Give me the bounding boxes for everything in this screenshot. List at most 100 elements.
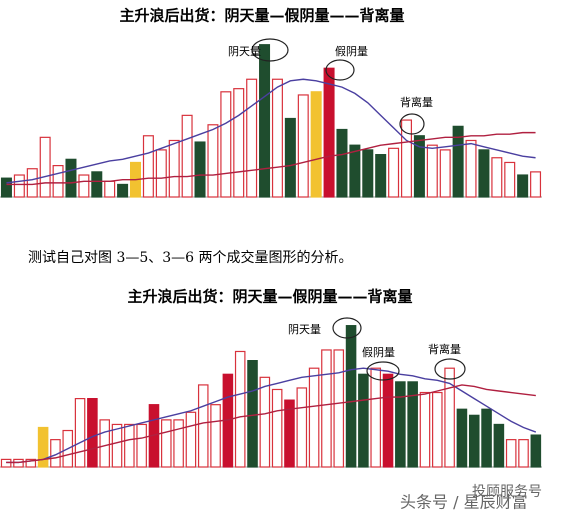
bar [271,78,283,198]
watermark: 头条号 / 星辰财富 [400,493,528,512]
bar [247,360,258,468]
bar [362,149,374,198]
bar [26,168,38,198]
bar [0,458,12,468]
bar [504,161,516,198]
bar [234,350,246,468]
bar [246,78,258,198]
bar [197,384,209,468]
bar [323,67,335,198]
chart-title: 主升浪后出货：阴天量—假阴量——背离量 [119,7,404,25]
bar [444,367,455,468]
bar [104,180,116,198]
bar [207,124,219,198]
bar [419,391,431,468]
annotation-circle [251,38,289,62]
bar [382,373,394,468]
bar [388,147,400,198]
bar [259,44,271,198]
bar [452,125,464,198]
bar [530,171,542,198]
moving-average-line [6,131,536,186]
bar [395,381,406,468]
annotation-circle [366,361,400,381]
bar [210,404,221,468]
bar [375,154,387,198]
bar [296,387,308,468]
bar [259,376,271,468]
bar [13,458,24,468]
bar [400,119,413,198]
bar [284,117,296,198]
annotation: 假阴量 [335,44,368,58]
watermark: 投顾服务号 [472,484,542,500]
bar [91,171,103,198]
bar [78,174,90,198]
bar [345,325,357,468]
bar [407,381,418,468]
bar [0,177,12,198]
bar [99,419,110,468]
bar [39,136,51,198]
bar [413,135,425,198]
bar [52,165,64,198]
bar [161,419,172,468]
bar [491,157,503,198]
bar [194,141,206,198]
bar [468,414,480,468]
bar [13,174,25,198]
bar [220,91,232,198]
bar [349,144,361,198]
annotation-circle [399,113,425,135]
bar [37,426,49,468]
bar [233,88,245,198]
annotation: 背离量 [428,342,461,356]
bar [117,183,129,198]
moving-average-line [6,367,537,464]
bar [185,411,197,468]
caption: 测试自己对图 3—5、3—6 两个成交量图形的分析。 [28,249,353,266]
bar [426,144,438,198]
bar [65,158,77,198]
chart-title: 主升浪后出货：阴天量—假阴量——背离量 [127,288,412,306]
bar [74,398,86,468]
annotation: 背离量 [400,95,433,109]
bar [478,149,490,198]
moving-average-line [6,78,536,184]
bar [432,391,443,468]
bar [142,135,154,198]
bar [124,423,135,468]
bar [465,139,477,198]
bar [87,398,98,468]
bar [168,139,180,198]
bar [493,423,505,468]
bar [518,439,529,468]
bar [50,439,61,468]
annotation: 假阴量 [362,345,395,359]
bar [439,149,451,198]
bar [155,149,167,198]
annotation: 阴天量 [288,323,321,336]
annotation: 阴天量 [228,45,261,58]
bar [310,91,322,198]
bar [456,408,468,468]
moving-average-line [6,384,536,464]
bar [308,367,320,468]
bar [358,373,369,468]
annotation-circle [434,358,466,380]
annotation-circle [332,317,362,339]
bar [530,434,542,468]
bar [271,388,283,468]
bar [25,458,37,468]
bar [333,349,345,468]
bar [111,423,123,468]
bar [321,349,332,468]
bar [173,419,184,468]
bar [284,399,295,468]
bar [481,408,492,468]
bar [505,439,517,468]
annotation-circle [325,59,355,81]
bar [136,423,147,468]
